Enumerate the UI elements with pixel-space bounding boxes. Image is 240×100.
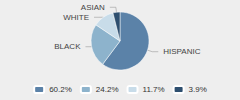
svg-text:24.2%: 24.2%: [96, 85, 119, 94]
svg-text:ASIAN: ASIAN: [81, 3, 105, 12]
svg-text:11.7%: 11.7%: [143, 85, 165, 94]
svg-text:3.9%: 3.9%: [189, 85, 207, 94]
svg-text:60.2%: 60.2%: [49, 85, 72, 94]
svg-text:WHITE: WHITE: [63, 13, 89, 22]
svg-text:HISPANIC: HISPANIC: [163, 47, 200, 56]
svg-text:BLACK: BLACK: [54, 42, 81, 51]
